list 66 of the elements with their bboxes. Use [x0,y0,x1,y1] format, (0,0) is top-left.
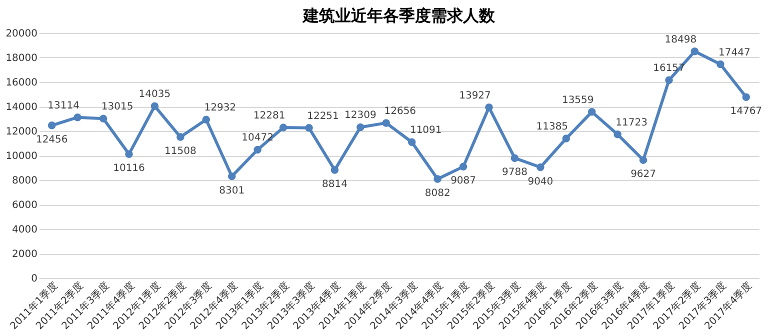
data-label: 9040 [528,176,554,188]
point [74,113,82,122]
data-label: 13114 [48,100,80,112]
data-label: 14767 [730,106,762,118]
point [665,76,673,84]
data-label: 13015 [101,102,134,113]
data-label: 8082 [424,188,450,199]
data-label: 12309 [344,110,376,122]
y-tick-label: 2000 [12,249,38,260]
point [434,175,442,183]
y-tick-label: 14000 [6,102,38,113]
point [305,124,313,132]
data-label: 9087 [450,176,476,187]
data-label: 12456 [36,134,68,146]
data-label: 8301 [219,185,245,196]
data-label: 13927 [459,90,491,102]
point [588,108,596,116]
data-label: 9627 [630,169,656,180]
data-label: 12932 [204,102,236,114]
point [150,102,159,110]
point [485,104,493,112]
point [536,163,544,172]
point [408,138,416,146]
data-label: 11091 [410,125,442,136]
point [48,122,56,130]
data-label: 9788 [502,167,528,178]
point [382,119,390,127]
y-tick-label: 20000 [6,28,38,40]
point [614,130,622,138]
data-label: 11723 [616,117,648,128]
data-label: 8814 [322,179,348,190]
point [279,124,288,132]
data-label: 11385 [536,122,568,133]
point [716,60,724,68]
y-tick-label: 6000 [12,200,38,211]
data-label: 12656 [384,106,416,117]
y-tick-label: 4000 [12,224,38,236]
point [254,146,262,154]
data-label: 17447 [718,47,750,58]
point [356,123,364,132]
data-label: 14035 [138,89,171,100]
point [228,172,236,180]
point [690,48,699,56]
y-tick-label: 0 [31,274,38,284]
point [176,133,184,141]
y-tick-label: 18000 [6,53,38,64]
y-tick-label: 10000 [6,151,38,162]
data-label: 10116 [113,163,145,174]
data-label: 12251 [307,110,339,122]
y-tick-label: 12000 [6,126,38,138]
point [99,114,108,122]
point [510,154,519,162]
y-tick-label: 16000 [6,78,38,88]
data-label: 12281 [253,110,286,122]
data-label: 11508 [164,146,196,158]
point [742,93,750,101]
point [459,162,468,171]
point [330,166,339,174]
point [202,116,210,124]
point [125,150,133,158]
point [562,134,570,142]
y-tick-label: 8000 [12,176,38,186]
chart-title: 建筑业近年各季度需求人数 [301,6,496,25]
data-label: 18498 [664,34,697,46]
point [639,156,648,164]
data-label: 13559 [562,94,594,106]
